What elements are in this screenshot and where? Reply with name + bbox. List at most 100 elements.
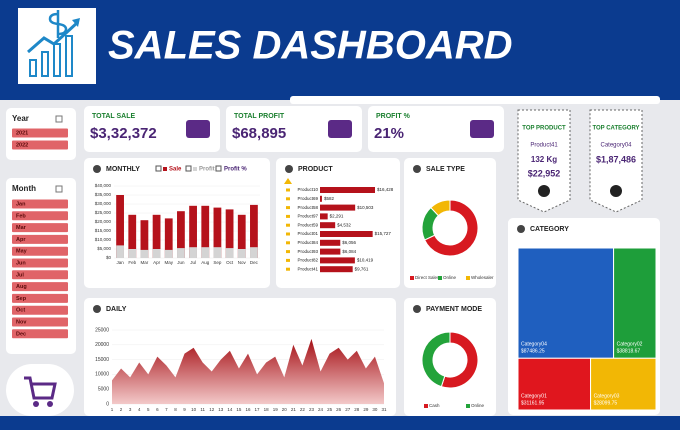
slicer-item[interactable]	[12, 317, 68, 327]
legend-check[interactable]	[155, 165, 162, 172]
label: 6	[156, 407, 159, 412]
legend-swatch	[193, 167, 197, 171]
slicer-item[interactable]	[12, 140, 68, 150]
label: PAYMENT MODE	[426, 306, 482, 313]
label: Online	[443, 275, 457, 280]
label: 31	[381, 407, 387, 412]
award-icon	[538, 185, 550, 197]
filter-icon	[55, 185, 63, 193]
slicer-item[interactable]	[12, 270, 68, 280]
label: May	[16, 249, 28, 255]
label: Jan	[16, 201, 26, 207]
label: 21%	[374, 125, 404, 142]
label: Online	[471, 403, 485, 408]
cart-button[interactable]	[6, 364, 74, 416]
slicer-item[interactable]	[12, 128, 68, 138]
treemap-cell	[590, 357, 657, 411]
legend-check[interactable]	[185, 165, 192, 172]
label: Oct	[226, 260, 234, 265]
label: $38818.67	[617, 349, 641, 355]
label: Dec	[16, 331, 26, 337]
slider-tick	[286, 223, 290, 227]
footer-band	[0, 416, 680, 430]
label: 15000	[95, 357, 109, 363]
logo	[18, 8, 96, 84]
bar	[320, 187, 375, 193]
label: Product93	[297, 249, 318, 254]
label: $20,000	[95, 219, 112, 224]
label: TOP CATEGORY	[592, 126, 639, 132]
label: 8	[174, 407, 177, 412]
slider-tick	[286, 241, 290, 245]
label: Product84	[297, 240, 318, 245]
label: 16	[245, 407, 251, 412]
bar	[320, 231, 373, 237]
label: Product69	[297, 196, 318, 201]
bar	[164, 218, 173, 258]
bar	[320, 239, 341, 246]
slicer-item[interactable]	[12, 282, 68, 292]
slicer-item[interactable]	[12, 258, 68, 268]
bar	[320, 195, 322, 202]
slicer-item[interactable]	[12, 329, 68, 339]
slider-tick	[286, 267, 290, 271]
slicer-item[interactable]	[12, 211, 68, 221]
label: Product58	[297, 205, 318, 210]
label: 7	[165, 407, 168, 412]
label: 22	[300, 407, 306, 412]
slider-tick	[286, 250, 290, 254]
label: Jun	[177, 260, 185, 265]
bar	[250, 204, 258, 258]
slicer-item[interactable]	[12, 293, 68, 303]
label: $15,000	[95, 228, 112, 233]
slicer-item[interactable]	[12, 234, 68, 244]
slicer-item[interactable]	[12, 223, 68, 233]
legend-swatch	[410, 276, 414, 280]
legend-check[interactable]	[215, 165, 222, 172]
label: $10,000	[95, 237, 112, 242]
bar	[201, 247, 210, 258]
slicer-item[interactable]	[12, 305, 68, 315]
bar	[250, 247, 258, 258]
slicer-item[interactable]	[12, 246, 68, 256]
bar	[320, 213, 328, 220]
label: 2021	[16, 130, 28, 136]
bar	[225, 248, 234, 258]
label: $6,084	[342, 249, 356, 254]
label: Category04	[600, 143, 632, 149]
slicer-item[interactable]	[12, 199, 68, 209]
label: DAILY	[106, 306, 127, 313]
label: 27	[345, 407, 351, 412]
label: $30,000	[95, 201, 112, 206]
bar	[116, 245, 124, 258]
chart-icon	[93, 305, 101, 313]
slider-tick	[286, 188, 290, 192]
top-tab	[290, 96, 660, 104]
label: SALE TYPE	[426, 166, 465, 173]
label: Product97	[297, 214, 318, 219]
card	[368, 106, 504, 152]
bar	[320, 222, 336, 229]
card	[404, 158, 496, 288]
label: PRODUCT	[298, 166, 333, 173]
label: $68,895	[232, 125, 286, 142]
chart-icon	[517, 225, 525, 233]
chart-icon	[93, 165, 101, 173]
label: Product41	[530, 143, 558, 149]
slider-tick	[286, 258, 290, 262]
bar	[128, 249, 137, 258]
legend-swatch	[424, 404, 428, 408]
bar	[320, 266, 353, 273]
bar	[177, 248, 185, 258]
label: 13	[218, 407, 224, 412]
label: $0	[106, 255, 112, 260]
label: 14	[227, 407, 233, 412]
label: Nov	[238, 260, 247, 265]
label: Profit	[199, 167, 215, 173]
legend-swatch	[466, 276, 470, 280]
label: Category01	[521, 393, 547, 399]
label: Sep	[213, 260, 222, 265]
label: MONTHLY	[106, 166, 140, 173]
donut-segment	[423, 199, 479, 257]
label: Product59	[297, 222, 318, 227]
